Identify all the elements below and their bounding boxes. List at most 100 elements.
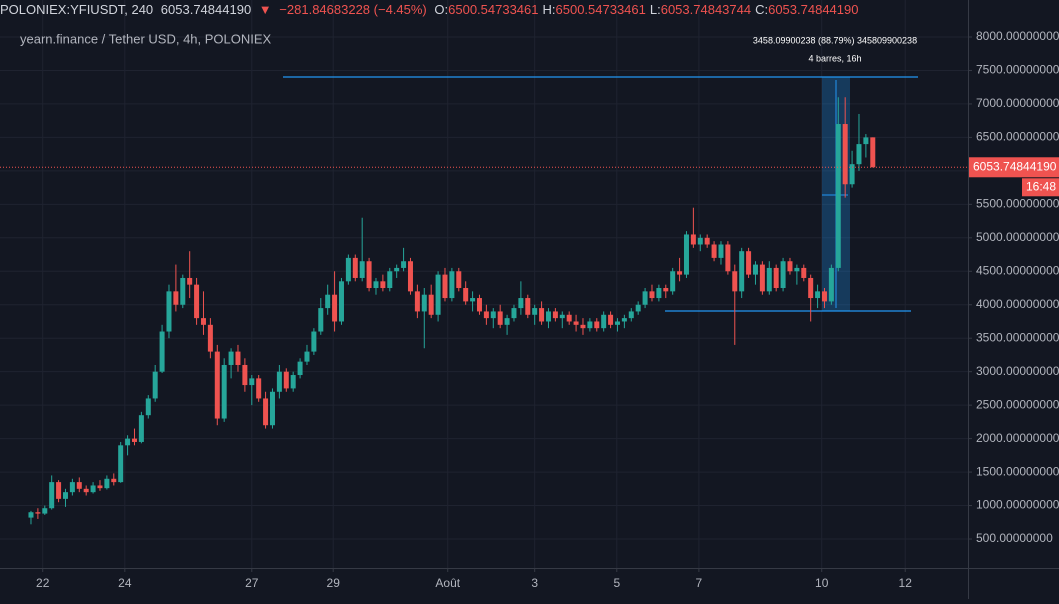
candle-body: [608, 314, 614, 325]
y-tick-label: 8000.00000000: [976, 29, 1059, 43]
y-tick-label: 4500.00000000: [976, 263, 1059, 277]
y-tick-label: 6500.00000000: [976, 130, 1059, 144]
y-tick-label: 2000.00000000: [976, 431, 1059, 445]
candle-body: [62, 492, 68, 499]
countdown-label: 16:48: [1026, 179, 1056, 193]
candle-body: [697, 237, 703, 245]
measure-text: 3458.09900238 (88.79%) 345809900238: [753, 35, 917, 45]
candle-body: [207, 324, 213, 352]
candle-body: [746, 251, 752, 275]
x-tick-label: 29: [327, 576, 341, 590]
price-tag: [969, 157, 1059, 178]
candle-body: [815, 291, 821, 299]
candle-body: [566, 314, 572, 322]
candle-body: [752, 264, 758, 275]
last-price: 6053.74844190: [160, 2, 252, 17]
candle-body: [242, 364, 248, 386]
candle-body: [497, 311, 503, 325]
candle-body: [394, 267, 400, 272]
candle-body: [545, 311, 551, 322]
candle-body: [256, 378, 262, 399]
candle-body: [677, 271, 683, 275]
candle-body: [725, 244, 731, 272]
ohlc-label: L:: [649, 2, 661, 17]
y-tick-label: 4000.00000000: [976, 297, 1059, 311]
x-tick-label: 12: [899, 576, 913, 590]
candle-body: [532, 308, 538, 315]
candle-body: [559, 314, 565, 319]
candle-body: [580, 324, 586, 329]
change: −281.84683228 (−4.45%): [279, 2, 427, 17]
candle-body: [76, 482, 82, 489]
candle-body: [421, 294, 427, 312]
candle-body: [759, 264, 765, 292]
y-tick-label: 5500.00000000: [976, 197, 1059, 211]
ohlc-value: 6500.54733461: [448, 2, 539, 17]
candle-body: [856, 144, 862, 165]
ohlc: O:6500.54733461 H:6500.54733461 L:6053.748…: [434, 2, 862, 17]
symbol: POLONIEX:YFIUSDT, 240: [0, 2, 154, 17]
candle-body: [200, 318, 206, 325]
y-tick-label: 5000.00000000: [976, 230, 1059, 244]
candle-body: [131, 438, 137, 442]
candle-body: [28, 512, 34, 518]
candle-body: [118, 445, 124, 483]
candle-body: [125, 438, 131, 446]
candle-body: [194, 284, 200, 319]
candle-body: [345, 257, 351, 282]
candle-body: [711, 244, 717, 258]
candle-body: [111, 478, 117, 483]
candle-body: [690, 234, 696, 245]
candle-body: [539, 308, 545, 322]
candle-body: [152, 371, 158, 399]
candle-body: [214, 351, 220, 419]
candle-body: [297, 361, 303, 376]
ohlc-value: 6053.74844190: [768, 2, 859, 17]
candle-body: [35, 512, 41, 514]
candle-body: [138, 415, 144, 442]
candle-body: [518, 298, 524, 309]
candle-body: [635, 304, 641, 312]
x-tick-label: Août: [435, 576, 460, 590]
candle-body: [842, 124, 848, 185]
candle-body: [828, 267, 834, 302]
candle-body: [573, 321, 579, 325]
candle-body: [145, 398, 151, 416]
candle-body: [352, 257, 358, 278]
candle-body: [180, 277, 186, 305]
candle-body: [318, 308, 324, 332]
candle-body: [704, 237, 710, 245]
candle-body: [90, 485, 96, 493]
y-tick-label: 7000.00000000: [976, 96, 1059, 110]
candle-body: [325, 294, 331, 309]
x-tick-label: 10: [815, 576, 829, 590]
candle-body: [663, 288, 669, 292]
candle-body: [187, 277, 193, 285]
candle-body: [470, 298, 476, 302]
x-tick-label: 3: [531, 576, 538, 590]
candle-body: [97, 485, 103, 489]
candle-body: [835, 124, 841, 268]
candle-body: [428, 294, 434, 315]
candle-body: [56, 482, 62, 499]
candle-body: [435, 274, 441, 315]
candle-body: [263, 398, 269, 426]
countdown-tag: [1022, 178, 1059, 197]
candle-body: [332, 294, 338, 322]
candle-body: [456, 271, 462, 289]
candle-body: [235, 351, 241, 365]
ohlc-label: C:: [755, 2, 769, 17]
y-tick-label: 3500.00000000: [976, 330, 1059, 344]
candle-body: [490, 311, 496, 319]
candle-body: [276, 371, 282, 392]
candle-body: [787, 261, 793, 272]
candle-body: [228, 351, 234, 365]
candle-body: [249, 378, 255, 386]
candle-body: [221, 364, 227, 419]
candle-body: [808, 277, 814, 299]
candle-body: [766, 267, 772, 292]
ohlc-value: 6053.74843744: [660, 2, 752, 17]
candle-body: [173, 291, 179, 305]
candle-body: [387, 271, 393, 289]
